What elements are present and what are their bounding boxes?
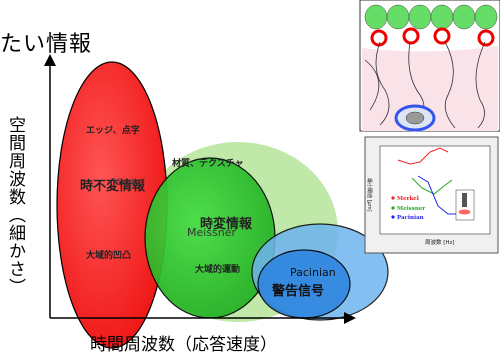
probe-body	[462, 193, 467, 207]
label-pacinian-overlay: Pacinian	[290, 266, 336, 279]
pacinian-corpuscle	[405, 111, 425, 125]
nerve-fibers	[364, 41, 486, 129]
legend-marker-pacinian	[391, 215, 395, 219]
slide-title-fragment: たい情報	[0, 32, 93, 57]
chart-y-axis-label: 最小閾値 [μm]	[366, 178, 373, 212]
label-material-texture: 材質、テクスチャ	[171, 157, 244, 169]
merkel-marker-2	[402, 27, 420, 45]
meissner-series-line	[411, 177, 453, 195]
x-axis-label: 時間周波数（応答速度）	[90, 335, 277, 355]
legend-label-meissner: Meissner	[397, 206, 425, 212]
label-global-motion: 大域的運動	[195, 263, 240, 275]
legend-label-merkel: Merkel	[397, 196, 419, 202]
legend-marker-meissner	[391, 206, 395, 210]
merkel-marker-4	[477, 29, 495, 47]
chart-x-axis-label: 周波数 [Hz]	[425, 238, 455, 246]
label-time-varying: 時変情報	[200, 216, 253, 232]
label-global-bumps: 大域的凹凸	[86, 249, 131, 261]
merkel-series-line	[397, 147, 449, 165]
cells-row	[364, 4, 498, 30]
label-merkel-overlay: Merkel	[112, 177, 145, 188]
label-meissner-overlay: Meissner	[187, 226, 237, 239]
skin-layer	[362, 46, 498, 131]
label-warning-signal: 警告信号	[272, 283, 324, 299]
label-time-invariant: 時不変情報	[80, 178, 146, 194]
merkel-marker-3	[433, 27, 451, 45]
label-edge-braille: エッジ、点字	[86, 124, 140, 136]
y-axis-label: 空間周波数（細かさ）	[5, 116, 25, 296]
probe-contact	[458, 209, 471, 215]
legend-label-pacinian: Pacinian	[397, 215, 424, 221]
legend-marker-merkel	[391, 196, 395, 200]
